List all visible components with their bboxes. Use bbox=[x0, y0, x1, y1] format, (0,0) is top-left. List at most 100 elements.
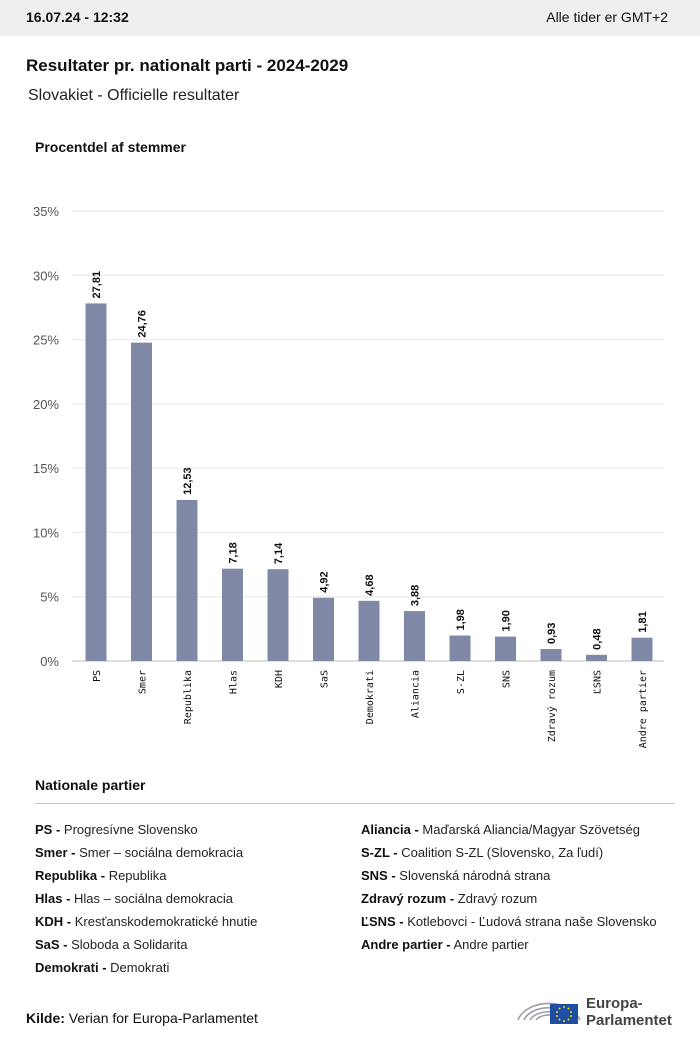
legend-item: Zdravý rozum - Zdravý rozum bbox=[361, 891, 657, 914]
bar-value-label: 12,53 bbox=[182, 467, 194, 495]
legend-abbr: Andre partier - bbox=[361, 937, 451, 952]
bar-value-label: 27,81 bbox=[91, 271, 103, 299]
legend-abbr: Republika - bbox=[35, 868, 106, 883]
bar-chart: 0% 5% 10% 15% 20% 25% 30% 35% 27,81 PS 24,76 Smer 12… bbox=[33, 204, 664, 748]
x-tick-label: Aliancia bbox=[411, 670, 422, 718]
legend-abbr: Zdravý rozum - bbox=[361, 891, 455, 906]
bar bbox=[449, 635, 471, 661]
page-subtitle: Slovakiet - Officielle resultater bbox=[28, 87, 240, 104]
y-tick-label: 20% bbox=[33, 397, 59, 412]
bar bbox=[586, 654, 607, 661]
x-tick-label: ĽSNS bbox=[593, 670, 604, 694]
legend-party-name: Zdravý rozum bbox=[454, 891, 538, 906]
legend-abbr: SaS - bbox=[35, 937, 68, 952]
x-tick-label: Demokrati bbox=[365, 670, 376, 724]
y-tick-label: 35% bbox=[33, 204, 59, 219]
bar bbox=[131, 342, 152, 661]
bar bbox=[313, 597, 334, 661]
bar-value-label: 1,90 bbox=[501, 610, 513, 631]
legend-item: Demokrati - Demokrati bbox=[35, 960, 257, 983]
x-tick-label: KDH bbox=[274, 670, 285, 688]
y-tick-label: 0% bbox=[40, 654, 59, 669]
bar bbox=[631, 637, 653, 661]
legend-abbr: PS - bbox=[35, 822, 61, 837]
bar bbox=[222, 568, 243, 661]
legend-abbr: Hlas - bbox=[35, 891, 71, 906]
legend-party-name: Kotlebovci - Ľudová strana naše Slovensk… bbox=[403, 914, 657, 929]
x-tick-label: Hlas bbox=[229, 670, 240, 694]
legend-column-2: Aliancia - Maďarská Aliancia/Magyar Szöv… bbox=[361, 822, 657, 960]
bar bbox=[267, 569, 289, 661]
bar-value-label: 4,68 bbox=[364, 574, 376, 595]
y-tick-label: 10% bbox=[33, 525, 59, 540]
top-bar: 16.07.24 - 12:32 Alle tider er GMT+2 bbox=[0, 0, 700, 36]
bar-value-label: 1,81 bbox=[637, 611, 649, 632]
legend-abbr: KDH - bbox=[35, 914, 72, 929]
legend-item: ĽSNS - Kotlebovci - Ľudová strana naše S… bbox=[361, 914, 657, 937]
bar-value-label: 24,76 bbox=[137, 310, 149, 338]
x-tick-label: SaS bbox=[320, 670, 331, 688]
bar bbox=[404, 611, 425, 661]
legend-party-name: Maďarská Aliancia/Magyar Szövetség bbox=[418, 822, 640, 837]
bar-value-label: 3,88 bbox=[410, 585, 422, 606]
legend-party-name: Progresívne Slovensko bbox=[60, 822, 198, 837]
legend-abbr: Demokrati - bbox=[35, 960, 107, 975]
bar-value-label: 4,92 bbox=[319, 571, 331, 592]
y-tick-label: 15% bbox=[33, 461, 59, 476]
legend-party-name: Smer – sociálna demokracia bbox=[75, 845, 244, 860]
legend-abbr: Aliancia - bbox=[361, 822, 419, 837]
legend-party-name: Slovenská národná strana bbox=[395, 868, 551, 883]
legend-party-name: Kresťanskodemokratické hnutie bbox=[71, 914, 258, 929]
timestamp: 16.07.24 - 12:32 bbox=[26, 9, 129, 25]
y-tick-label: 5% bbox=[40, 590, 59, 605]
y-axis-label: Procentdel af stemmer bbox=[35, 139, 186, 155]
x-tick-label: PS bbox=[92, 670, 103, 682]
y-tick-label: 30% bbox=[33, 268, 59, 283]
x-tick-label: Zdravý rozum bbox=[546, 670, 558, 742]
legend-item: Republika - Republika bbox=[35, 868, 257, 891]
source-note: Kilde: Verian for Europa-Parlamentet bbox=[26, 1010, 258, 1026]
legend-item: SaS - Sloboda a Solidarita bbox=[35, 937, 257, 960]
logo-text: Europa- Parlamentet bbox=[586, 995, 672, 1029]
legend-item: KDH - Kresťanskodemokratické hnutie bbox=[35, 914, 257, 937]
legend-item: PS - Progresívne Slovensko bbox=[35, 822, 257, 845]
legend-party-name: Hlas – sociálna demokracia bbox=[70, 891, 233, 906]
x-tick-label: SNS bbox=[502, 670, 513, 688]
legend-party-name: Coalition S-ZL (Slovensko, Za ľudí) bbox=[397, 845, 604, 860]
legend-item: Aliancia - Maďarská Aliancia/Magyar Szöv… bbox=[361, 822, 657, 845]
legend-party-name: Demokrati bbox=[106, 960, 170, 975]
x-tick-label: S-ZL bbox=[456, 670, 467, 694]
legend-item: Andre partier - Andre partier bbox=[361, 937, 657, 960]
source-text: Verian for Europa-Parlamentet bbox=[68, 1010, 258, 1026]
legend-party-name: Republika bbox=[105, 868, 167, 883]
y-tick-label: 25% bbox=[33, 333, 59, 348]
timezone-note: Alle tider er GMT+2 bbox=[546, 9, 668, 25]
legend-party-name: Andre partier bbox=[450, 937, 529, 952]
bar bbox=[540, 649, 562, 661]
source-label: Kilde: bbox=[26, 1010, 65, 1026]
european-parliament-logo-icon bbox=[517, 1002, 581, 1024]
bar bbox=[85, 303, 107, 661]
legend-title: Nationale partier bbox=[35, 777, 146, 793]
bar bbox=[176, 499, 198, 661]
legend-item: S-ZL - Coalition S-ZL (Slovensko, Za ľud… bbox=[361, 845, 657, 868]
x-tick-label: Republika bbox=[183, 670, 194, 724]
bar-value-label: 1,98 bbox=[455, 609, 467, 630]
legend-divider bbox=[35, 803, 675, 804]
legend-column-1: PS - Progresívne Slovensko Smer - Smer – … bbox=[35, 822, 257, 983]
x-tick-label: Smer bbox=[138, 670, 149, 694]
logo-line-2: Parlamentet bbox=[586, 1012, 672, 1029]
legend-abbr: S-ZL - bbox=[361, 845, 398, 860]
bar bbox=[358, 600, 380, 661]
bar-value-label: 0,93 bbox=[546, 623, 558, 644]
legend-abbr: ĽSNS - bbox=[361, 914, 404, 929]
legend-item: Hlas - Hlas – sociálna demokracia bbox=[35, 891, 257, 914]
legend-abbr: SNS - bbox=[361, 868, 396, 883]
x-tick-label: Andre partier bbox=[638, 670, 649, 748]
bar bbox=[495, 636, 516, 661]
legend-party-name: Sloboda a Solidarita bbox=[67, 937, 188, 952]
legend-item: SNS - Slovenská národná strana bbox=[361, 868, 657, 891]
logo-line-1: Europa- bbox=[586, 995, 643, 1012]
bar-value-label: 0,48 bbox=[592, 628, 604, 649]
legend-item: Smer - Smer – sociálna demokracia bbox=[35, 845, 257, 868]
